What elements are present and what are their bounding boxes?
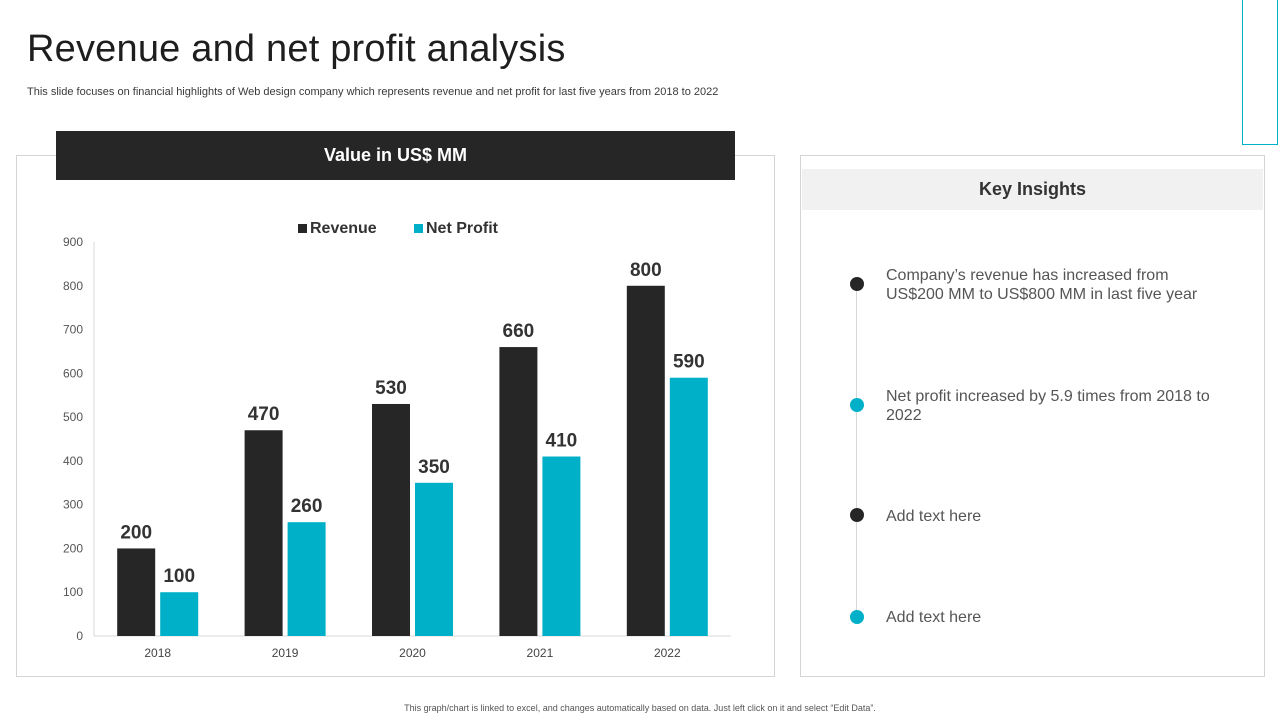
insight-text-2[interactable]: Net profit increased by 5.9 times from 2… [886, 388, 1210, 424]
y-tick-label: 400 [63, 454, 83, 468]
legend-swatch [298, 224, 307, 233]
y-tick-label: 200 [63, 541, 83, 555]
bar-net-profit [287, 522, 326, 636]
y-tick-label: 0 [76, 629, 83, 643]
x-tick-label: 2019 [272, 646, 299, 660]
insight-text-4[interactable]: Add text here [886, 609, 982, 626]
data-label: 470 [248, 404, 280, 425]
y-tick-label: 600 [63, 366, 83, 380]
data-label: 530 [375, 378, 407, 399]
corner-decoration [1242, 0, 1278, 145]
y-tick-label: 500 [63, 410, 83, 424]
bar-revenue [626, 285, 665, 636]
page-subtitle: This slide focuses on financial highligh… [27, 86, 719, 98]
bar-revenue [117, 548, 156, 636]
insight-text-3[interactable]: Add text here [886, 508, 982, 525]
data-label: 590 [673, 352, 705, 373]
bar-revenue [372, 403, 410, 636]
x-tick-label: 2021 [527, 646, 554, 660]
insights-header: Key Insights [802, 169, 1263, 210]
timeline-line [856, 284, 857, 618]
bar-net-profit [669, 377, 708, 636]
insight-text-1[interactable]: Company’s revenue has increased from US$… [886, 267, 1198, 303]
page-title: Revenue and net profit analysis [27, 28, 566, 70]
data-label: 660 [503, 321, 535, 342]
bar-net-profit [542, 456, 581, 636]
legend-label: Net Profit [426, 220, 499, 237]
data-label: 100 [163, 566, 195, 587]
legend-label: Revenue [310, 220, 377, 237]
y-tick-label: 100 [63, 585, 83, 599]
data-label: 260 [291, 496, 323, 517]
data-label: 350 [418, 457, 450, 478]
bar-net-profit [415, 482, 453, 636]
chart-header: Value in US$ MM [56, 131, 735, 180]
data-label: 200 [120, 522, 152, 543]
insight-bullet-3 [850, 508, 864, 522]
y-tick-label: 700 [63, 323, 83, 337]
legend-swatch [414, 224, 423, 233]
data-label: 800 [630, 260, 662, 281]
bar-net-profit [160, 592, 199, 636]
y-tick-label: 800 [63, 279, 83, 293]
y-tick-label: 300 [63, 498, 83, 512]
y-tick-label: 900 [63, 235, 83, 249]
bar-revenue [499, 347, 538, 636]
data-label: 410 [546, 431, 578, 452]
footer-note: This graph/chart is linked to excel, and… [404, 703, 876, 713]
x-tick-label: 2022 [654, 646, 681, 660]
bar-revenue [244, 430, 283, 636]
x-tick-label: 2018 [144, 646, 171, 660]
insight-bullet-2 [850, 398, 864, 412]
insight-bullet-1 [850, 277, 864, 291]
insights-panel: Key Insights Company’s revenue has incre… [800, 155, 1265, 677]
x-tick-label: 2020 [399, 646, 426, 660]
insight-bullet-4 [850, 610, 864, 624]
